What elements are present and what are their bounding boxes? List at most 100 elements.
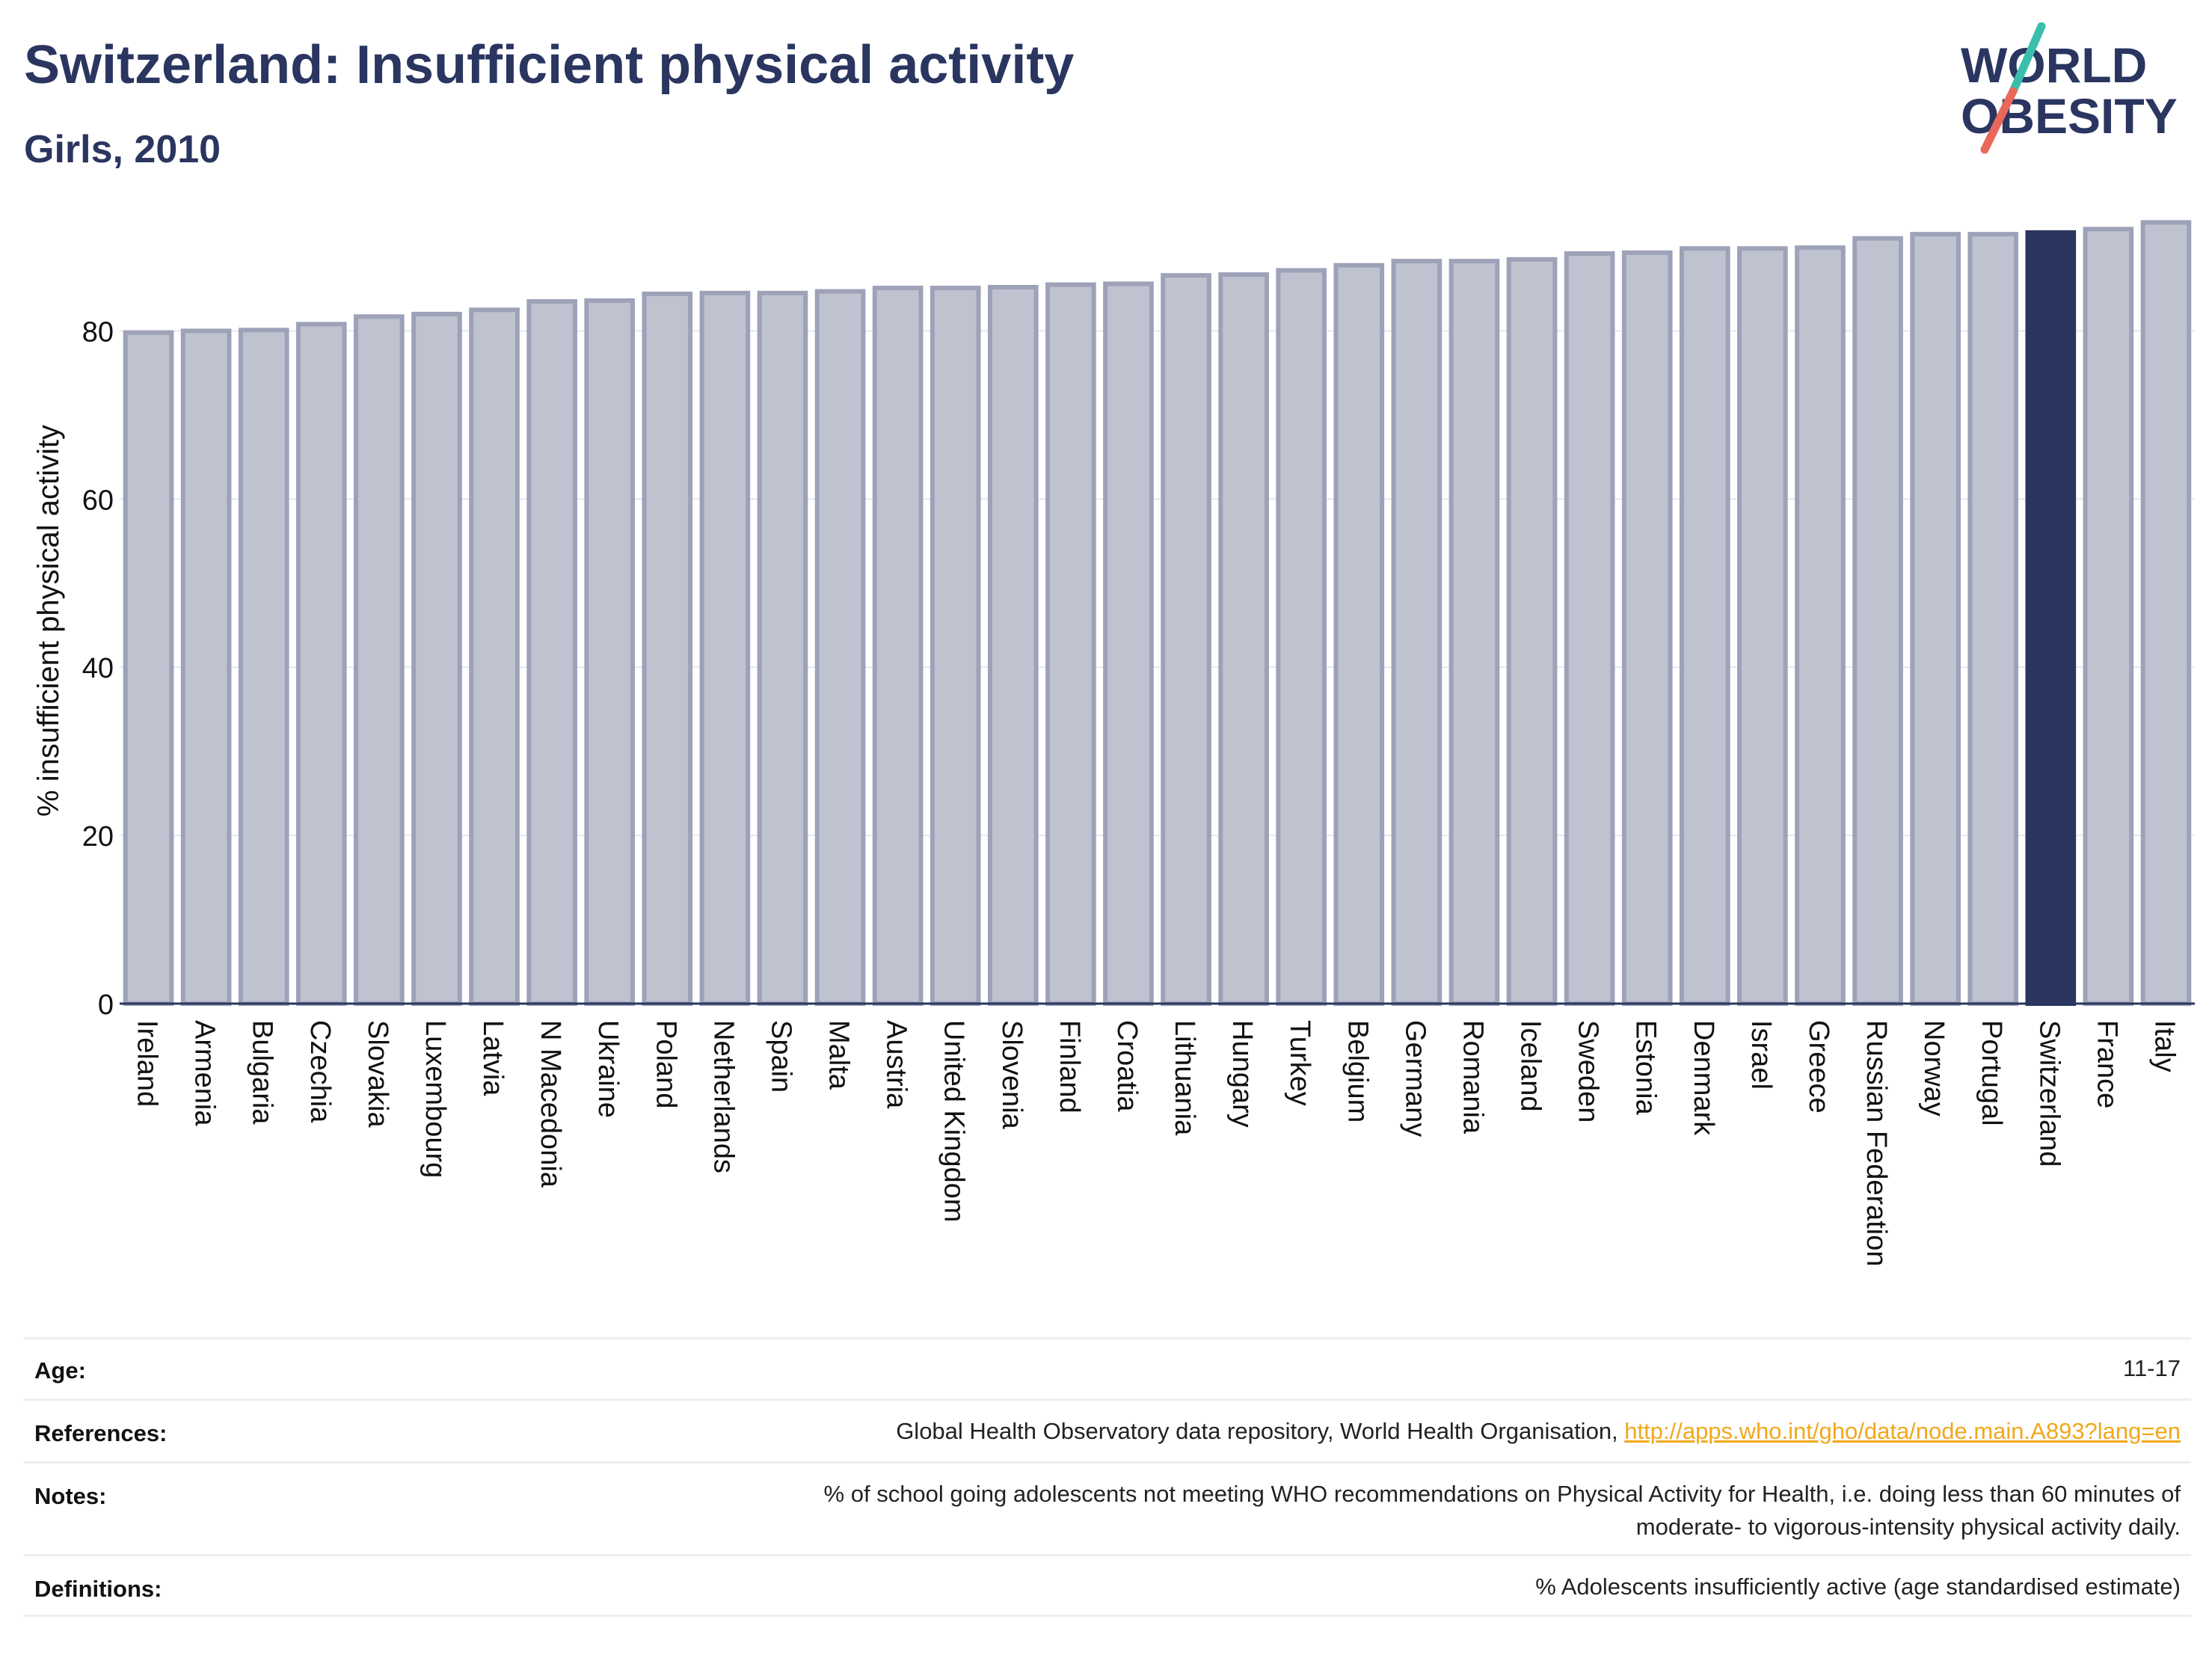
x-tick-label: Slovakia: [362, 1020, 393, 1128]
logo-slash-red: [1980, 87, 2018, 154]
gridlines: [120, 330, 2195, 837]
x-tick-label: Belgium: [1342, 1020, 1373, 1123]
notes-line-1: % of school going adolescents not meetin…: [823, 1481, 2181, 1507]
bar: [987, 284, 1039, 1006]
definitions-label: Definitions:: [34, 1576, 162, 1602]
bar: [872, 286, 924, 1007]
x-tick-label: Slovenia: [996, 1020, 1027, 1130]
x-tick-label: Turkey: [1284, 1020, 1315, 1106]
bar: [1161, 273, 1211, 1006]
bar: [757, 290, 808, 1006]
bar: [1333, 262, 1385, 1006]
bar: [1218, 272, 1269, 1006]
x-tick-label: Portugal: [1976, 1020, 2007, 1126]
x-tick-label: Armenia: [189, 1020, 221, 1126]
bar: [1448, 259, 1500, 1007]
bar: [814, 289, 866, 1006]
bar: [1679, 246, 1730, 1006]
bar: [1795, 245, 1846, 1006]
bars: [123, 220, 2192, 1007]
y-axis-label: % insufficient physical activity: [32, 425, 65, 817]
x-tick-label: Netherlands: [707, 1020, 739, 1173]
x-tick-label: Sweden: [1573, 1020, 1604, 1123]
x-tick-label: Lithuania: [1169, 1020, 1200, 1136]
x-tick-label: Italy: [2148, 1020, 2180, 1072]
bar-highlight: [2025, 230, 2077, 1006]
bar: [1737, 246, 1788, 1006]
bar: [411, 311, 462, 1006]
bar: [354, 314, 405, 1006]
bar: [123, 330, 174, 1007]
metadata-table: Age: 11-17 References: Global Health Obs…: [24, 1337, 2191, 1617]
x-tick-label: Austria: [881, 1020, 912, 1109]
bar: [526, 299, 577, 1006]
references-label: References:: [34, 1420, 168, 1446]
references-text: Global Health Observatory data repositor…: [896, 1418, 1625, 1444]
x-tick-label: United Kingdom: [938, 1020, 970, 1222]
x-tick-label: Germany: [1399, 1020, 1431, 1137]
bar: [1045, 282, 1096, 1006]
bar-chart: 0 20 40 60 80 Ireland Armenia Bulgaria Czechia S…: [32, 220, 2195, 1267]
y-tick-label: 80: [82, 316, 114, 348]
x-tick-label: Norway: [1918, 1020, 1950, 1117]
x-tick-label: Russian Federation: [1861, 1020, 1892, 1267]
x-tick-label: France: [2091, 1020, 2122, 1108]
bar: [2140, 220, 2192, 1006]
meta-row-notes: Notes: % of school going adolescents not…: [24, 1461, 2191, 1554]
chart-title: Switzerland: Insufficient physical activ…: [24, 35, 1075, 95]
bar: [238, 328, 289, 1006]
x-tick-label: Estonia: [1630, 1020, 1662, 1116]
chart-subtitle: Girls, 2010: [24, 128, 221, 171]
x-tick-label: Ireland: [132, 1020, 163, 1107]
notes-line-2: moderate- to vigorous-intensity physical…: [1635, 1514, 2181, 1540]
x-tick-label: Spain: [765, 1020, 796, 1093]
notes-label: Notes:: [34, 1483, 107, 1509]
bar: [1564, 251, 1615, 1006]
y-axis: 0 20 40 60 80: [82, 316, 114, 1021]
references-link[interactable]: http://apps.who.int/gho/data/node.main.A…: [1624, 1418, 2181, 1444]
age-label: Age:: [34, 1357, 86, 1384]
x-tick-label: Malta: [823, 1020, 855, 1090]
x-axis: Ireland Armenia Bulgaria Czechia Slovakia Lux…: [120, 1002, 2195, 1267]
bar: [1103, 281, 1154, 1006]
bar: [584, 298, 636, 1006]
bar: [1852, 236, 1903, 1006]
bar: [2083, 227, 2134, 1007]
bar: [1967, 232, 2019, 1006]
bar: [1276, 268, 1327, 1007]
y-tick-label: 20: [82, 821, 114, 853]
bar: [1910, 232, 1961, 1006]
meta-row-definitions: Definitions: % Adolescents insufficientl…: [24, 1554, 2191, 1617]
bar: [642, 291, 693, 1007]
x-tick-label: Luxembourg: [420, 1020, 451, 1178]
references-value: Global Health Observatory data repositor…: [896, 1415, 2181, 1448]
x-tick-label: N Macedonia: [535, 1020, 566, 1188]
world-obesity-logo: WORLD OBESITY: [1961, 22, 2178, 154]
y-tick-label: 40: [82, 653, 114, 684]
bar: [1621, 250, 1673, 1007]
logo-text-line1: WORLD: [1961, 37, 2147, 93]
x-tick-label: Greece: [1803, 1020, 1834, 1114]
definitions-value: % Adolescents insufficiently active (age…: [1535, 1573, 2181, 1600]
bar: [930, 286, 981, 1007]
x-tick-label: Finland: [1054, 1020, 1085, 1114]
x-tick-label: Ukraine: [592, 1020, 624, 1118]
x-tick-label: Latvia: [477, 1020, 509, 1096]
y-tick-label: 60: [82, 485, 114, 516]
x-tick-label: Switzerland: [2033, 1020, 2065, 1167]
x-tick-label: Denmark: [1688, 1020, 1719, 1136]
notes-value: % of school going adolescents not meetin…: [824, 1478, 2181, 1544]
bar: [295, 322, 347, 1006]
bar: [1391, 259, 1443, 1007]
meta-row-age: Age: 11-17: [24, 1337, 2191, 1398]
x-tick-label: Israel: [1745, 1020, 1777, 1090]
meta-row-references: References: Global Health Observatory da…: [24, 1398, 2191, 1461]
x-tick-label: Czechia: [304, 1020, 336, 1123]
bar: [180, 328, 232, 1006]
age-value: 11-17: [2123, 1355, 2181, 1381]
x-tick-label: Iceland: [1515, 1020, 1546, 1112]
logo-slash-teal: [2009, 22, 2046, 96]
x-tick-label: Romania: [1457, 1020, 1488, 1134]
x-tick-label: Hungary: [1226, 1020, 1258, 1128]
x-tick-label: Croatia: [1111, 1020, 1143, 1112]
